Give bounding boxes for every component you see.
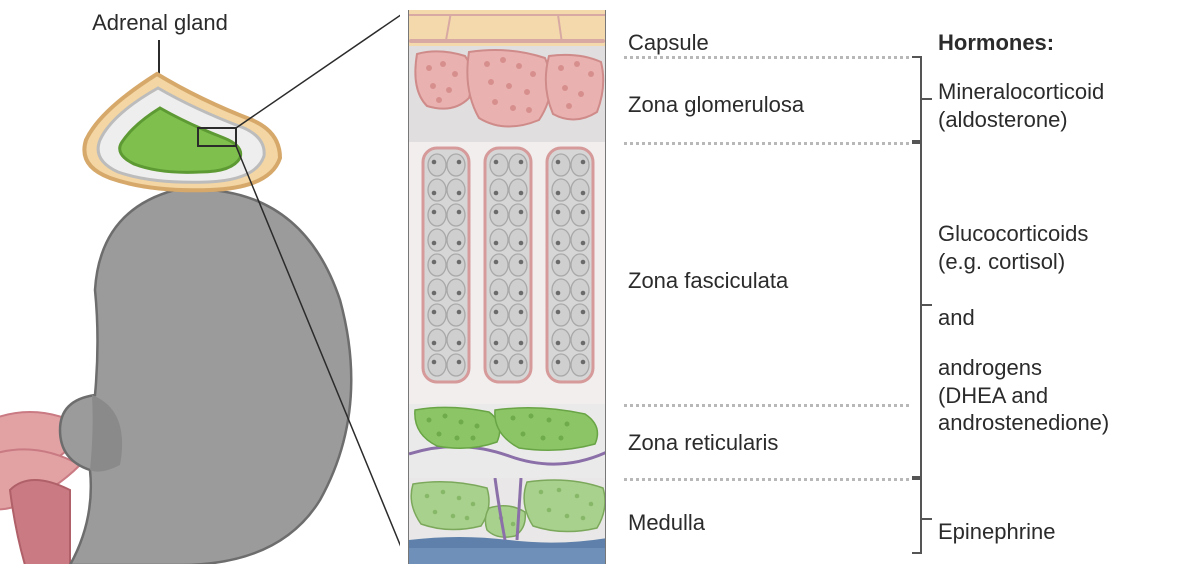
layer-medulla: [409, 478, 605, 564]
label-medulla: Medulla: [628, 510, 705, 536]
layer-glomerulosa: [409, 46, 605, 142]
kidney-svg: [0, 0, 400, 564]
layer-labels-column: Capsule Zona glomerulosa Zona fasciculat…: [628, 10, 908, 564]
hormone-androgens: androgens (DHEA and androstenedione): [938, 354, 1109, 437]
hormone-glucocorticoids: Glucocorticoids (e.g. cortisol): [938, 220, 1088, 275]
hormone-header: Hormones:: [938, 30, 1054, 56]
bracket-1: [912, 56, 922, 142]
label-fasciculata: Zona fasciculata: [628, 268, 788, 294]
kidney-overview: Adrenal gland: [0, 0, 400, 564]
layer-fasciculata: // populate fasciculata cells procedural…: [409, 142, 605, 404]
bracket-3: [912, 478, 922, 554]
hormone-mineralocorticoid: Mineralocorticoid (aldosterone): [938, 78, 1104, 133]
layer-capsule: [409, 10, 605, 46]
medulla-cells: [409, 478, 605, 564]
glomerulosa-cells: [409, 46, 605, 142]
hormone-epinephrine: Epinephrine: [938, 518, 1055, 546]
diagram-canvas: Adrenal gland: [0, 0, 1179, 564]
layer-reticularis: [409, 404, 605, 478]
label-reticularis: Zona reticularis: [628, 430, 778, 456]
histology-column: // populate fasciculata cells procedural…: [408, 10, 606, 564]
reticularis-cells: [409, 404, 605, 478]
hormone-and: and: [938, 304, 975, 332]
label-capsule: Capsule: [628, 30, 709, 56]
label-glomerulosa: Zona glomerulosa: [628, 92, 804, 118]
hormone-column: Hormones: Mineralocorticoid (aldosterone…: [938, 10, 1178, 564]
fasciculata-cells: [409, 142, 605, 404]
bracket-2: [912, 142, 922, 478]
